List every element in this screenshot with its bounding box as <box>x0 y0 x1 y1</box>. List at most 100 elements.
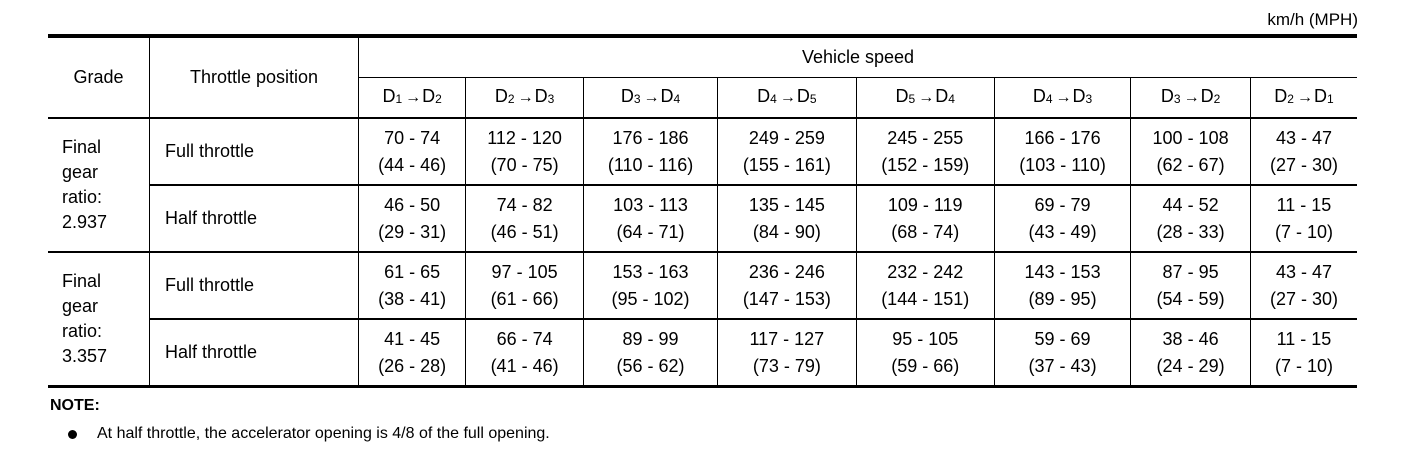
shift-to: D <box>1072 86 1086 106</box>
speed-mph: (7 - 10) <box>1274 355 1333 376</box>
header-shift: D5 →D4 <box>855 77 995 119</box>
speed-mph: (147 - 153) <box>742 288 831 309</box>
speed-cell: 70 - 74 (44 - 46) <box>357 117 467 186</box>
speed-cell: 43 - 47 (27 - 30) <box>1249 117 1357 186</box>
speed-mph: (61 - 66) <box>490 288 559 309</box>
speed-cell: 69 - 79 (43 - 49) <box>993 184 1132 253</box>
speed-cell: 66 - 74 (41 - 46) <box>465 318 584 388</box>
speed-cell: 236 - 246 (147 - 153) <box>717 251 857 320</box>
header-vehicle-speed: Vehicle speed <box>358 35 1357 78</box>
speed-kmh: 46 - 50 <box>384 194 441 215</box>
table-row: Half throttle 41 - 45 (26 - 28) 66 - 74 (41 … <box>48 318 1357 388</box>
speed-kmh: 11 - 15 <box>1276 328 1332 349</box>
note-text: At half throttle, the accelerator openin… <box>97 425 550 442</box>
shift-to-gear: 2 <box>1213 92 1221 106</box>
grade-line: 3.357 <box>62 346 108 366</box>
table-row: Half throttle 46 - 50 (29 - 31) 74 - 82 (46 … <box>48 184 1357 253</box>
speed-mph: (41 - 46) <box>490 355 559 376</box>
shift-from: D <box>757 86 771 106</box>
speed-kmh: 11 - 15 <box>1276 194 1332 215</box>
speed-cell: 61 - 65 (38 - 41) <box>357 251 467 320</box>
speed-mph: (27 - 30) <box>1269 288 1338 309</box>
speed-cell: 44 - 52 (28 - 33) <box>1130 184 1251 253</box>
speed-cell: 245 - 255 (152 - 159) <box>855 117 995 186</box>
unit-label: km/h (MPH) <box>1267 10 1358 29</box>
speed-cell: 41 - 45 (26 - 28) <box>357 318 467 388</box>
speed-cell: 153 - 163 (95 - 102) <box>582 251 719 320</box>
speed-cell: 46 - 50 (29 - 31) <box>357 184 467 253</box>
speed-kmh: 43 - 47 <box>1275 127 1332 148</box>
speed-kmh: 43 - 47 <box>1275 261 1332 282</box>
speed-mph: (37 - 43) <box>1028 355 1097 376</box>
shift-from: D <box>1274 86 1288 106</box>
speed-kmh: 61 - 65 <box>384 261 441 282</box>
arrow-right-icon: → <box>779 89 796 106</box>
shift-to: D <box>796 86 810 106</box>
note-item: At half throttle, the accelerator openin… <box>68 425 550 443</box>
arrow-right-icon: → <box>405 89 422 106</box>
arrow-right-icon: → <box>1296 89 1313 106</box>
speed-mph: (73 - 79) <box>752 355 821 376</box>
grade-line: gear <box>62 296 99 316</box>
speed-mph: (110 - 116) <box>607 154 694 175</box>
speed-cell: 89 - 99 (56 - 62) <box>582 318 719 388</box>
shift-schedule-table: Grade Throttle position Vehicle speed D1… <box>48 34 1357 388</box>
grade-line: ratio: <box>62 187 103 207</box>
grade-cell: Final gear ratio: 2.937 <box>48 117 150 253</box>
arrow-right-icon: → <box>918 89 935 106</box>
header-shift: D4 →D3 <box>993 77 1132 119</box>
speed-mph: (84 - 90) <box>752 221 821 242</box>
grade-line: Final <box>62 137 102 157</box>
speed-mph: (64 - 71) <box>616 221 685 242</box>
shift-from-gear: 1 <box>395 92 403 106</box>
speed-kmh: 70 - 74 <box>384 127 441 148</box>
throttle-cell: Full throttle <box>149 117 359 186</box>
speed-kmh: 103 - 113 <box>613 194 688 215</box>
shift-from-gear: 2 <box>1287 92 1294 106</box>
speed-cell: 87 - 95 (54 - 59) <box>1130 251 1251 320</box>
speed-mph: (152 - 159) <box>881 154 970 175</box>
speed-cell: 166 - 176 (103 - 110) <box>993 117 1132 186</box>
shift-to: D <box>660 86 674 106</box>
speed-mph: (29 - 31) <box>378 221 447 242</box>
speed-mph: (89 - 95) <box>1028 288 1097 309</box>
speed-kmh: 38 - 46 <box>1162 328 1219 349</box>
speed-kmh: 97 - 105 <box>491 261 558 282</box>
speed-mph: (95 - 102) <box>611 288 690 309</box>
speed-mph: (24 - 29) <box>1156 355 1225 376</box>
speed-kmh: 117 - 127 <box>749 328 825 349</box>
throttle-cell: Half throttle <box>149 318 359 388</box>
shift-from: D <box>382 86 396 106</box>
speed-cell: 11 - 15 (7 - 10) <box>1249 184 1357 253</box>
speed-kmh: 41 - 45 <box>384 328 441 349</box>
shift-from-gear: 3 <box>633 92 641 106</box>
speed-cell: 176 - 186 (110 - 116) <box>582 117 719 186</box>
header-shift: D3 →D2 <box>1130 77 1251 119</box>
speed-kmh: 95 - 105 <box>892 328 959 349</box>
grade-line: Final <box>62 271 102 291</box>
arrow-right-icon: → <box>1183 89 1200 106</box>
speed-cell: 143 - 153 (89 - 95) <box>993 251 1132 320</box>
speed-mph: (59 - 66) <box>891 355 960 376</box>
shift-to: D <box>1313 86 1327 106</box>
speed-mph: (103 - 110) <box>1019 154 1106 175</box>
speed-mph: (28 - 33) <box>1156 221 1225 242</box>
speed-cell: 109 - 119 (68 - 74) <box>855 184 995 253</box>
speed-kmh: 69 - 79 <box>1034 194 1091 215</box>
speed-cell: 135 - 145 (84 - 90) <box>717 184 857 253</box>
arrow-right-icon: → <box>517 89 534 106</box>
shift-from: D <box>1032 86 1046 106</box>
speed-cell: 232 - 242 (144 - 151) <box>855 251 995 320</box>
speed-cell: 11 - 15 (7 - 10) <box>1249 318 1357 388</box>
speed-kmh: 74 - 82 <box>496 194 553 215</box>
speed-cell: 59 - 69 (37 - 43) <box>993 318 1132 388</box>
shift-to-gear: 1 <box>1326 92 1334 106</box>
speed-mph: (56 - 62) <box>616 355 685 376</box>
grade-cell: Final gear ratio: 3.357 <box>48 251 150 388</box>
speed-cell: 43 - 47 (27 - 30) <box>1249 251 1357 320</box>
header-throttle-position: Throttle position <box>149 35 359 119</box>
speed-mph: (38 - 41) <box>378 288 447 309</box>
header-shift: D1 →D2 <box>358 77 467 119</box>
speed-kmh: 87 - 95 <box>1162 261 1219 282</box>
header-shift: D4 →D5 <box>717 77 857 119</box>
